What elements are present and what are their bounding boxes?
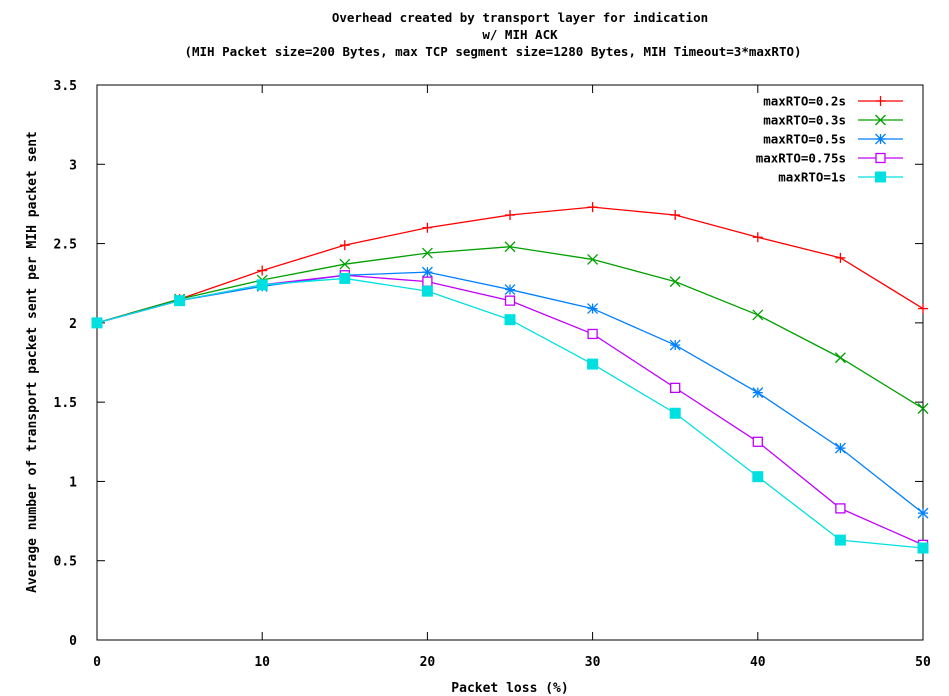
data-point [918, 303, 928, 314]
y-tick-label: 3.5 [54, 79, 77, 94]
x-tick-label: 30 [585, 655, 601, 670]
y-tick-label: 3 [69, 158, 77, 173]
legend-item: maxRTO=0.75s [756, 151, 903, 166]
data-point [587, 303, 599, 315]
y-tick-label: 1 [69, 475, 77, 490]
data-point [422, 222, 433, 233]
data-point [835, 503, 846, 514]
x-axis-label: Packet loss (%) [451, 681, 568, 696]
data-point [339, 240, 350, 251]
x-tick-label: 50 [915, 655, 931, 670]
data-point [752, 232, 763, 243]
data-point [752, 387, 764, 399]
legend-item: maxRTO=0.3s [763, 113, 903, 128]
x-tick-label: 40 [750, 655, 766, 670]
data-point [669, 407, 681, 419]
y-tick-label: 0 [69, 634, 77, 649]
data-point [174, 295, 186, 307]
data-point [587, 253, 599, 265]
legend-label: maxRTO=0.3s [763, 113, 846, 128]
series-3 [91, 270, 929, 551]
data-point [917, 507, 929, 519]
y-tick-label: 1.5 [54, 396, 77, 411]
data-point [91, 317, 103, 329]
data-point [875, 96, 886, 106]
chart-title-line2: w/ MIH ACK [482, 27, 558, 42]
data-point [257, 265, 268, 276]
series-0 [92, 202, 928, 328]
data-point [504, 295, 516, 306]
data-point [875, 133, 886, 145]
legend: maxRTO=0.2s maxRTO=0.3s maxRTO=0.5s maxRTO=… [756, 94, 903, 185]
series-line [96, 271, 924, 514]
chart-subtitle: (MIH Packet size=200 Bytes, max TCP segm… [184, 44, 801, 59]
data-point [422, 276, 433, 287]
data-point [504, 241, 516, 253]
data-point [421, 247, 433, 259]
y-tick-label: 0.5 [54, 555, 77, 570]
series-1 [91, 241, 929, 414]
data-point [835, 252, 846, 263]
legend-label: maxRTO=0.5s [763, 132, 846, 147]
data-point [587, 202, 598, 213]
legend-item: maxRTO=1s [778, 170, 903, 185]
plot-frame [96, 84, 924, 641]
data-point [752, 436, 763, 447]
data-point [834, 352, 846, 364]
data-point [834, 534, 846, 546]
data-point [917, 542, 929, 554]
data-point [256, 279, 268, 291]
legend-item: maxRTO=0.2s [763, 94, 903, 109]
data-point [834, 442, 846, 454]
legend-label: maxRTO=0.2s [763, 94, 846, 109]
data-point [669, 339, 681, 351]
data-point [505, 210, 515, 221]
data-point [421, 266, 433, 278]
data-point [504, 314, 516, 326]
x-tick-label: 10 [254, 655, 270, 670]
legend-label: maxRTO=1s [778, 170, 846, 185]
data-point [587, 358, 599, 370]
data-point [421, 285, 433, 297]
x-tick-label: 20 [420, 655, 436, 670]
series-group [91, 202, 929, 554]
data-point [752, 309, 764, 321]
data-point [339, 272, 351, 284]
y-tick-label: 2 [69, 317, 77, 332]
data-point [339, 258, 351, 270]
data-point [504, 284, 516, 296]
series-4 [91, 272, 929, 554]
y-axis-label: Average number of transport packet sent … [25, 131, 40, 593]
legend-item: maxRTO=0.5s [763, 132, 903, 147]
data-point [670, 210, 681, 221]
data-point [917, 403, 929, 414]
data-point [875, 171, 886, 183]
y-tick-label: 2.5 [54, 238, 77, 253]
axes: 0 0.5 1 1.5 2 2.5 3 3.5 0 10 20 30 40 50 [54, 79, 931, 670]
chart-title: Overhead created by transport layer for … [332, 10, 708, 25]
data-point [752, 471, 764, 483]
data-point [670, 382, 681, 394]
series-line [96, 246, 924, 410]
x-tick-label: 0 [93, 655, 101, 670]
data-point [669, 276, 681, 288]
legend-label: maxRTO=0.75s [756, 151, 846, 166]
data-point [875, 114, 886, 126]
data-point [875, 152, 886, 164]
data-point [587, 328, 598, 340]
